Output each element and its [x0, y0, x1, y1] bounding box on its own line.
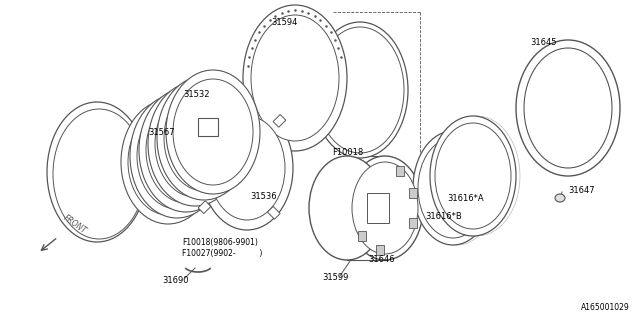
Text: 31616*A: 31616*A — [447, 194, 484, 203]
Ellipse shape — [139, 88, 233, 212]
Ellipse shape — [309, 156, 385, 260]
Text: 31690: 31690 — [162, 276, 189, 285]
Ellipse shape — [352, 162, 418, 254]
Ellipse shape — [251, 15, 339, 141]
Ellipse shape — [555, 194, 565, 202]
Text: 31646: 31646 — [368, 255, 395, 264]
Bar — [358, 231, 366, 241]
Bar — [268, 206, 280, 219]
Ellipse shape — [121, 100, 215, 224]
Text: 31532: 31532 — [183, 90, 209, 99]
Bar — [198, 118, 218, 136]
Text: 31645: 31645 — [530, 38, 557, 47]
Ellipse shape — [209, 116, 285, 220]
Bar — [204, 109, 216, 122]
Text: 31647: 31647 — [568, 186, 595, 195]
Ellipse shape — [137, 103, 217, 209]
Ellipse shape — [312, 22, 408, 158]
Text: 31599: 31599 — [322, 273, 348, 282]
Ellipse shape — [173, 79, 253, 185]
Bar — [409, 188, 417, 198]
Ellipse shape — [347, 156, 423, 260]
Ellipse shape — [130, 94, 224, 218]
Text: F10018(9806-9901): F10018(9806-9901) — [182, 238, 258, 247]
Text: A165001029: A165001029 — [581, 303, 630, 312]
Ellipse shape — [524, 48, 612, 168]
Text: 31594: 31594 — [271, 18, 298, 27]
Ellipse shape — [418, 138, 488, 238]
Ellipse shape — [201, 106, 293, 230]
Ellipse shape — [146, 97, 226, 203]
Bar — [396, 166, 404, 176]
Text: F10018: F10018 — [332, 148, 364, 157]
Ellipse shape — [148, 82, 242, 206]
Bar — [198, 201, 211, 213]
Text: F10027(9902-          ): F10027(9902- ) — [182, 249, 262, 258]
Ellipse shape — [164, 85, 244, 191]
Bar — [409, 218, 417, 228]
Text: 31567: 31567 — [148, 128, 175, 137]
Ellipse shape — [430, 116, 516, 236]
Bar — [202, 122, 222, 140]
Text: 31536: 31536 — [250, 192, 276, 201]
Ellipse shape — [316, 27, 404, 153]
Text: 31616*B: 31616*B — [425, 212, 461, 221]
Bar — [273, 115, 286, 127]
Ellipse shape — [243, 5, 347, 151]
Ellipse shape — [166, 70, 260, 194]
Text: FRONT: FRONT — [62, 214, 88, 236]
Ellipse shape — [516, 40, 620, 176]
Ellipse shape — [435, 123, 511, 229]
Ellipse shape — [413, 131, 493, 245]
Bar — [367, 193, 389, 223]
Ellipse shape — [128, 109, 208, 215]
Ellipse shape — [155, 91, 235, 197]
Ellipse shape — [157, 76, 251, 200]
Bar — [376, 245, 384, 255]
